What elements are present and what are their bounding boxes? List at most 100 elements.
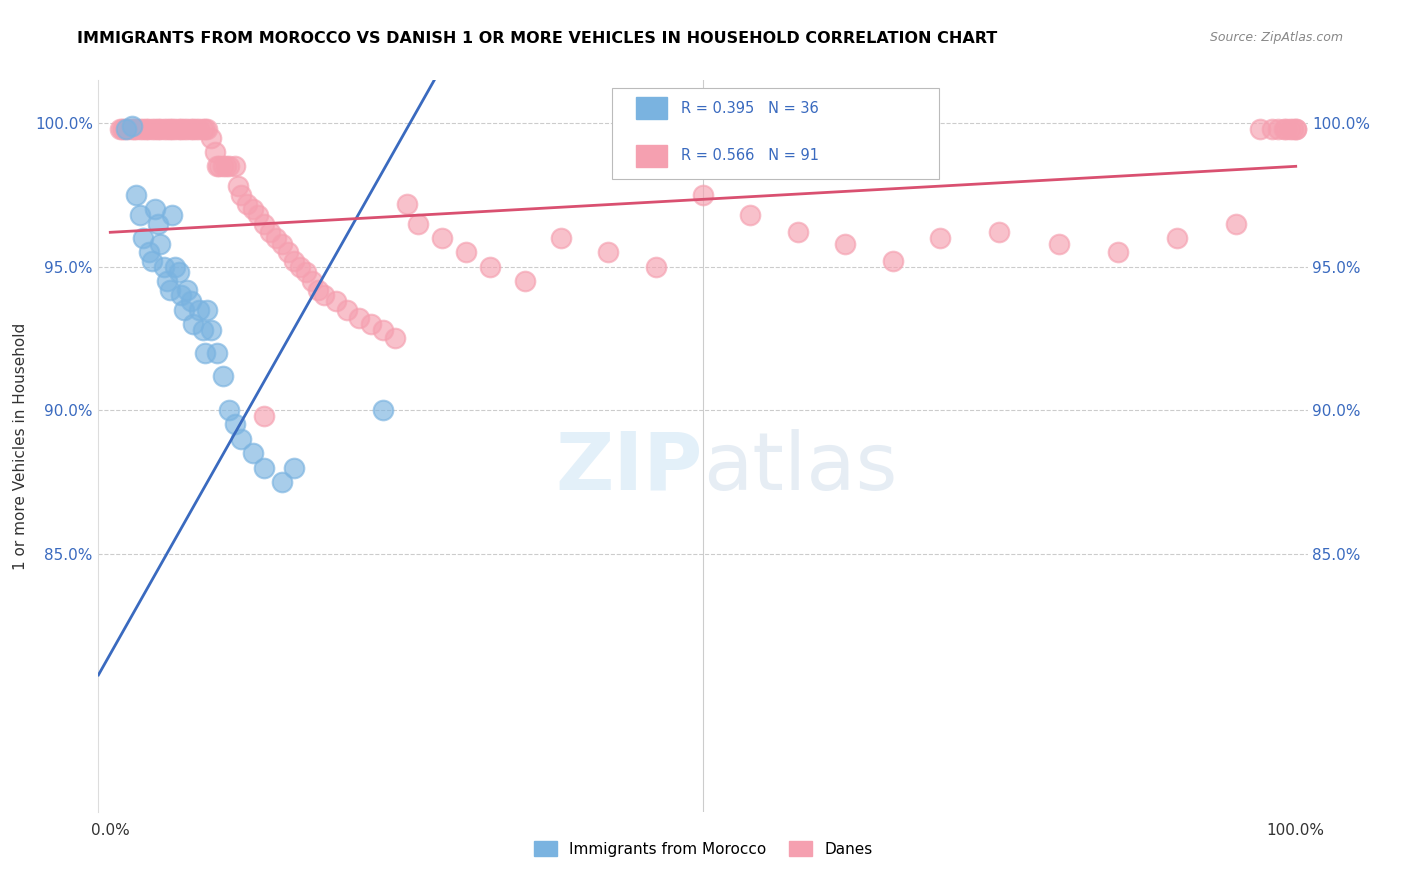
Point xyxy=(1225,217,1247,231)
Point xyxy=(1278,122,1301,136)
Point xyxy=(188,302,211,317)
Point xyxy=(212,368,235,383)
Point xyxy=(132,122,155,136)
Point xyxy=(204,145,226,159)
Text: IMMIGRANTS FROM MOROCCO VS DANISH 1 OR MORE VEHICLES IN HOUSEHOLD CORRELATION CH: IMMIGRANTS FROM MOROCCO VS DANISH 1 OR M… xyxy=(77,31,998,46)
Point xyxy=(360,317,382,331)
Point xyxy=(170,122,193,136)
Point xyxy=(1107,245,1129,260)
Point xyxy=(1275,122,1298,136)
Point xyxy=(200,130,222,145)
Point xyxy=(834,236,856,251)
Point xyxy=(226,179,249,194)
Point xyxy=(247,208,270,222)
Point xyxy=(125,188,148,202)
Point xyxy=(1166,231,1188,245)
Point xyxy=(149,122,172,136)
Point xyxy=(432,231,454,245)
Point xyxy=(135,122,157,136)
Point xyxy=(191,122,214,136)
Point xyxy=(156,274,179,288)
Point xyxy=(132,231,155,245)
Point xyxy=(259,225,281,239)
Point xyxy=(312,288,335,302)
Point xyxy=(114,122,136,136)
Point xyxy=(129,122,152,136)
Point xyxy=(108,122,131,136)
Point xyxy=(1047,236,1070,251)
Point xyxy=(194,345,217,359)
Point xyxy=(152,260,174,274)
Point xyxy=(229,432,252,446)
Point xyxy=(205,345,228,359)
Point xyxy=(146,217,169,231)
Point xyxy=(141,122,163,136)
Text: ZIP: ZIP xyxy=(555,429,703,507)
Legend: Immigrants from Morocco, Danes: Immigrants from Morocco, Danes xyxy=(534,841,872,856)
Point xyxy=(384,331,406,345)
Point xyxy=(307,283,329,297)
Point xyxy=(336,302,359,317)
Point xyxy=(156,122,179,136)
Point xyxy=(1282,122,1305,136)
Y-axis label: 1 or more Vehicles in Household: 1 or more Vehicles in Household xyxy=(13,322,28,570)
Point xyxy=(242,202,264,217)
Point xyxy=(253,217,276,231)
Point xyxy=(271,475,294,489)
Point xyxy=(159,122,181,136)
Point xyxy=(149,236,172,251)
Point xyxy=(129,208,152,222)
Point xyxy=(125,122,148,136)
Point xyxy=(173,122,195,136)
Point xyxy=(224,417,246,432)
Point xyxy=(200,323,222,337)
Point xyxy=(229,188,252,202)
Point xyxy=(408,217,430,231)
Point xyxy=(197,302,219,317)
Point xyxy=(277,245,299,260)
Point xyxy=(141,254,163,268)
Point xyxy=(242,446,264,460)
Point xyxy=(121,122,143,136)
Point xyxy=(264,231,287,245)
Text: R = 0.395   N = 36: R = 0.395 N = 36 xyxy=(682,101,818,116)
Point xyxy=(152,122,174,136)
Point xyxy=(253,409,276,423)
Point xyxy=(1285,122,1308,136)
Point xyxy=(550,231,572,245)
Point xyxy=(191,323,214,337)
Point xyxy=(176,122,198,136)
Point xyxy=(167,122,190,136)
Point xyxy=(122,122,145,136)
Point xyxy=(218,159,240,173)
Point xyxy=(218,403,240,417)
Point xyxy=(146,122,169,136)
Point xyxy=(988,225,1011,239)
Point xyxy=(173,302,195,317)
Point xyxy=(882,254,904,268)
Point xyxy=(295,265,318,279)
Point xyxy=(347,311,370,326)
Point xyxy=(165,260,187,274)
Point xyxy=(371,403,394,417)
Point xyxy=(454,245,477,260)
Point xyxy=(235,196,257,211)
Point xyxy=(188,122,211,136)
Point xyxy=(143,122,166,136)
Text: R = 0.566   N = 91: R = 0.566 N = 91 xyxy=(682,148,820,163)
Point xyxy=(224,159,246,173)
Point xyxy=(170,288,193,302)
Point xyxy=(515,274,537,288)
Point xyxy=(1267,122,1289,136)
Point xyxy=(271,236,294,251)
Point xyxy=(478,260,501,274)
Point xyxy=(786,225,808,239)
Point xyxy=(136,122,159,136)
Point xyxy=(160,122,183,136)
Point xyxy=(325,294,347,309)
Point xyxy=(138,245,160,260)
Point xyxy=(165,122,187,136)
Point xyxy=(215,159,238,173)
Point xyxy=(181,317,204,331)
Point xyxy=(111,122,134,136)
